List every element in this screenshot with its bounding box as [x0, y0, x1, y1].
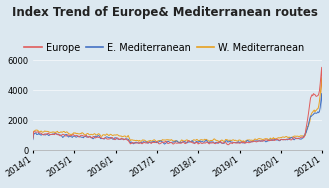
Text: Index Trend of Europe& Mediterranean routes: Index Trend of Europe& Mediterranean rou…	[12, 6, 317, 19]
Legend: Europe, E. Mediterranean, W. Mediterranean: Europe, E. Mediterranean, W. Mediterrane…	[20, 39, 309, 56]
